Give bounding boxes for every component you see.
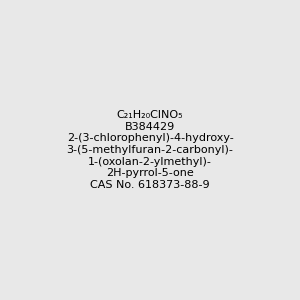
Text: C₂₁H₂₀ClNO₅
B384429
2-(3-chlorophenyl)-4-hydroxy-
3-(5-methylfuran-2-carbonyl)-
: C₂₁H₂₀ClNO₅ B384429 2-(3-chlorophenyl)-4… — [67, 110, 233, 190]
